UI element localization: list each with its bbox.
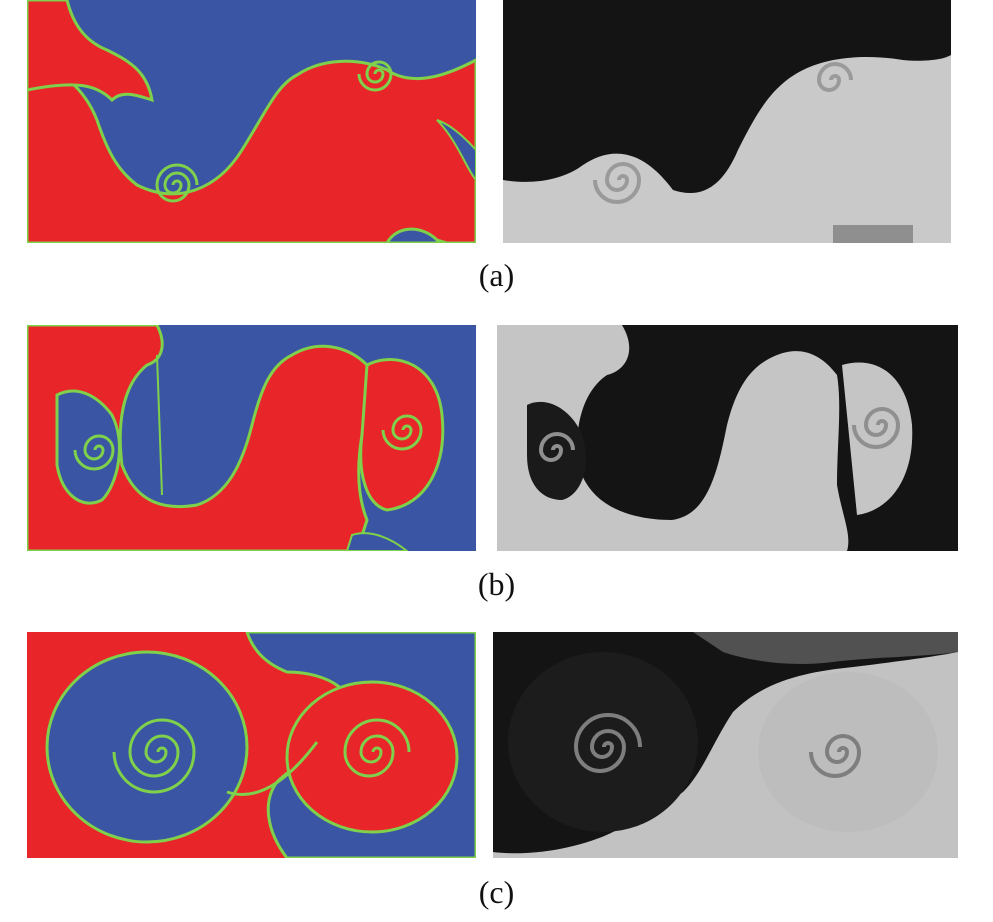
- simulation-image-c: [27, 632, 476, 858]
- figure-row-c: (c): [0, 630, 993, 922]
- experiment-panel-c: [493, 632, 958, 858]
- simulation-image-b: [27, 325, 476, 551]
- simulation-panel-b: [27, 325, 476, 551]
- experiment-panel-b: [497, 325, 958, 551]
- experiment-image-a: [503, 0, 951, 243]
- simulation-image-a: [27, 0, 476, 243]
- figure-row-a: (a): [0, 0, 993, 300]
- experiment-image-b: [497, 325, 958, 551]
- simulation-panel-c: [27, 632, 476, 858]
- experiment-image-c: [493, 632, 958, 858]
- experiment-panel-a: [503, 0, 951, 243]
- simulation-panel-a: [27, 0, 476, 243]
- caption-a: (a): [478, 257, 515, 293]
- caption-c: (c): [478, 874, 515, 910]
- figure-row-b: (b): [0, 322, 993, 622]
- caption-b: (b): [477, 566, 516, 602]
